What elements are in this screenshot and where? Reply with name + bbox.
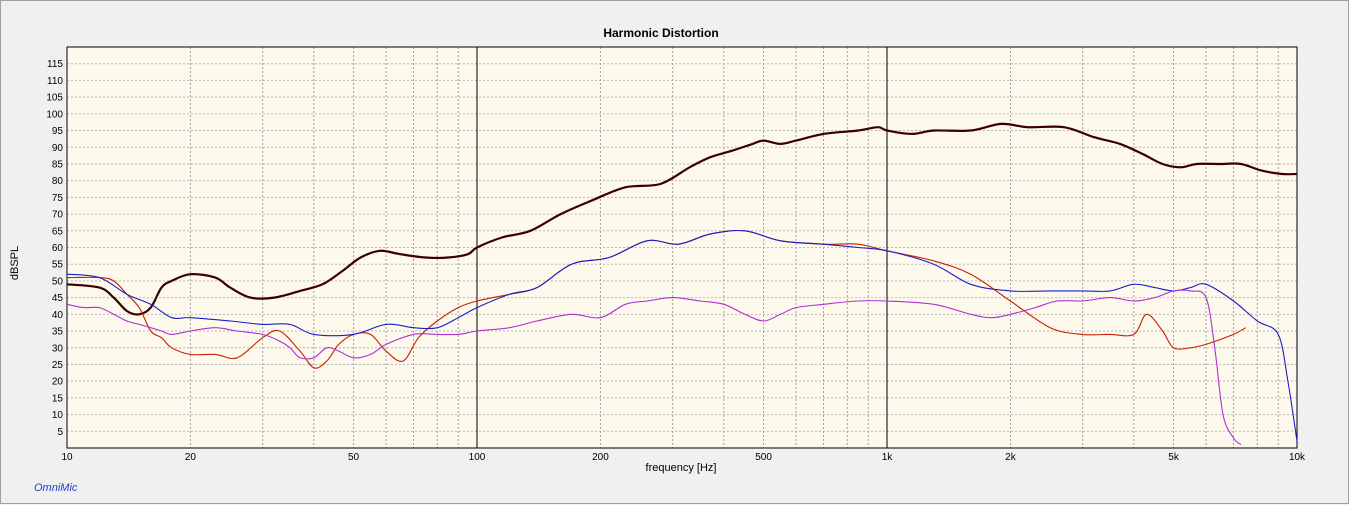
x-tick-label: 5k [1168,452,1180,463]
x-tick-label: 100 [469,452,486,463]
y-tick-label: 95 [52,126,64,137]
y-tick-label: 110 [47,76,63,87]
series-line-1 [66,122,1298,316]
y-tick-label: 105 [46,93,63,104]
y-tick-label: 35 [52,327,64,338]
brand-label: OmniMic [34,482,78,494]
y-tick-label: 45 [52,293,64,304]
y-tick-label: 80 [52,176,64,187]
y-tick-label: 60 [52,243,64,254]
y-tick-label: 55 [52,260,64,271]
x-axis-label: frequency [Hz] [645,462,717,474]
y-tick-label: 20 [52,377,64,388]
y-tick-label: 115 [47,59,63,70]
y-tick-label: 40 [52,310,64,321]
chart-title: Harmonic Distortion [603,26,719,40]
y-tick-label: 100 [46,109,63,120]
x-tick-label: 200 [592,452,609,463]
x-tick-label: 50 [348,452,360,463]
plot-frame [66,46,1298,449]
y-tick-label: 15 [52,393,64,404]
x-tick-label: 500 [755,452,772,463]
y-tick-label: 5 [57,427,63,438]
x-tick-label: 10k [1289,452,1306,463]
series-line-4 [66,289,1242,446]
x-tick-label: 20 [185,452,197,463]
y-tick-label: 70 [52,210,64,221]
y-tick-label: 85 [52,159,64,170]
y-axis-label: dBSPL [9,245,21,281]
y-tick-label: 90 [52,143,64,154]
y-tick-label: 50 [52,276,64,287]
y-tick-label: 65 [52,226,64,237]
y-tick-label: 30 [52,343,64,354]
y-tick-label: 10 [52,410,64,421]
x-tick-label: 2k [1005,452,1017,463]
x-tick-label: 1k [882,452,894,463]
y-tick-label: 25 [52,360,64,371]
y-tick-label: 75 [52,193,64,204]
x-tick-label: 10 [61,452,73,463]
